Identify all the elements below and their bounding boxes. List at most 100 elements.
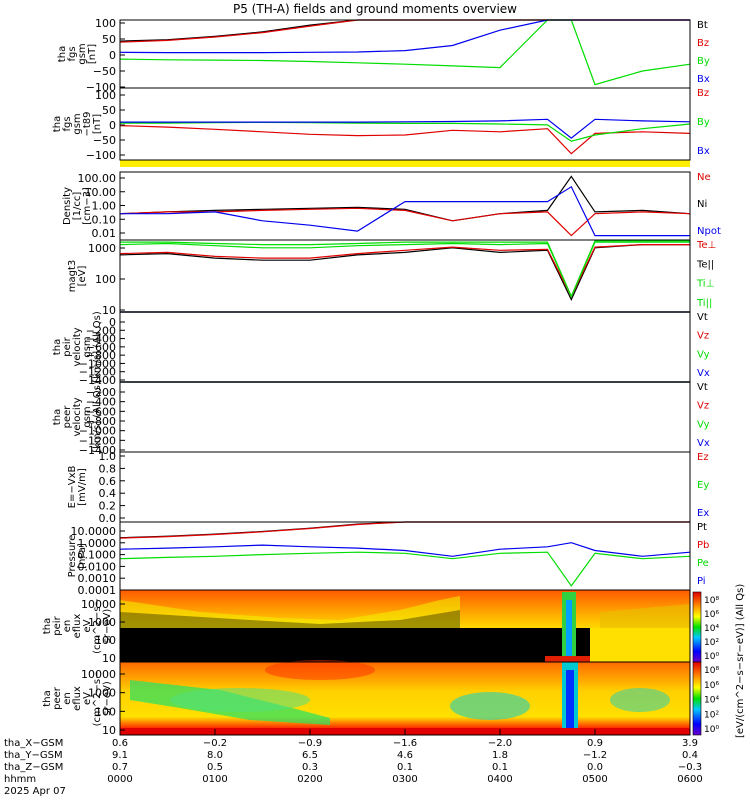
x-axis-value-z-gsm: 0.3 [302,762,318,773]
y-axis-title-line: (cm^2−s− [92,671,103,727]
y-tick-label: −1000 [79,425,116,438]
y-axis-title-line: gsm [82,406,93,427]
y-axis-title-line: tha [52,116,63,132]
colorbar-tick-label: 10⁴ [704,624,719,634]
legend-entry: Vx [697,368,710,379]
x-axis-value-y-gsm: 9.1 [112,750,128,761]
x-axis-row-label: tha_Y−GSM [4,750,63,761]
y-tick-label: 0.6 [99,475,117,488]
y-tick-label: −1000 [79,357,116,370]
panel-temperature: 1000 100 10 magt3 [eV] Te⊥ Te|| Ti⊥ Ti|| [67,239,716,317]
legend-entry: Ti|| [696,298,712,309]
colorbar-tick-label: 10⁸ [704,596,719,606]
y-axis-title-line: gsm [82,336,93,357]
y-axis-title-line: [cm−3] [82,187,93,225]
panel-frame [119,451,691,523]
legend-entry: By [697,56,710,67]
series-line-fgs-gsm-t89-By-1 [120,121,691,142]
colorbar-label: [eV/(cm^2−s−sr−eV)] (All Qs) [735,584,746,738]
y-tick-label: 100 [95,705,116,718]
y-tick-label: 100.00 [78,172,117,185]
y-tick-label: −100 [86,149,116,162]
y-axis-title-line: Density [62,187,73,225]
panel-frame [119,87,691,161]
y-axis-title-line: [nT] [87,44,98,64]
y-axis-title-line: [km/s] (All Qs) [92,311,103,383]
y-tick-label: −600 [86,405,116,418]
x-axis-value-x-gsm: −0.2 [203,738,227,749]
y-tick-label: 0 [109,316,116,329]
panel-frame [119,311,691,383]
panel-peir-spectrogram: 10000 1000 100 10 tha peir en eflux eV (cm^2−s− sr… [42,589,691,665]
legend-entry: Vy [697,349,710,360]
colorbar-tick-label: 10⁴ [704,696,719,706]
y-tick-label: −800 [86,349,116,362]
y-tick-label: 10.00 [85,186,117,199]
y-tick-label: −1200 [79,434,116,447]
y-axis-title-line: tha [52,409,63,425]
y-axis-title-line: gsm [72,113,83,134]
series-line-temperature-Te-0 [119,244,690,302]
y-axis-title-line: gsm [77,43,88,64]
y-tick-label: 10000 [81,668,116,681]
series-line-temperature-Te-1 [119,244,690,298]
legend-entry: Bx [697,74,710,85]
legend-entry: Vt [697,382,708,393]
y-axis-title-line: [km/s] (All Qs) [92,381,103,453]
x-axis-value-z-gsm: −0.3 [678,762,702,773]
x-axis-value-z-gsm: 0.1 [492,762,508,773]
x-axis-row-label: tha_Z−GSM [4,762,63,773]
y-axis-title-line: [eV] [77,266,88,287]
colorbar-tick-label: 10⁶ [704,681,719,691]
x-axis-value-y-gsm: 1.8 [492,750,508,761]
legend-entry: Vt [697,312,708,323]
panel-pressure: 10.00001.00000.10000.01000.00100.0001Pre… [67,521,709,597]
y-tick-label: 0 [109,119,116,132]
y-axis-title-line: peer [62,405,73,429]
y-tick-label: 10 [102,652,116,665]
y-tick-label: 10.0000 [71,525,117,538]
colorbar-lower [692,661,702,736]
legend-entry: Ne [697,172,711,183]
y-tick-label: 0.8 [99,462,117,475]
y-tick-label: 0.10 [92,213,117,226]
x-axis-value-hhmm: 0400 [487,774,512,785]
y-axis-title-line: peer [52,686,63,710]
x-axis-row-label: 2025 Apr 07 [4,786,66,797]
x-axis-value-y-gsm: −1.2 [583,750,607,761]
legend-entry: Ni [697,199,707,210]
legend-entry: Ex [697,508,709,519]
x-axis-value-z-gsm: 0.1 [397,762,413,773]
x-axis-value-z-gsm: 0.0 [587,762,603,773]
y-tick-label: 0.2 [99,500,117,513]
legend-entry: By [697,117,710,128]
series-line-density-Ni-0 [119,175,691,222]
y-tick-label: 100 [95,89,116,102]
y-tick-label: −200 [86,386,116,399]
y-axis-title-line: magt3 [67,260,78,293]
y-tick-label: 1.0000 [78,537,117,550]
y-tick-label: −200 [86,324,116,337]
legend-entry: Ti⊥ [696,279,714,290]
y-tick-label: 10 [102,724,116,737]
series-line-density-Npot-2 [120,185,690,237]
legend-entry: Vz [697,401,709,412]
series-line-temperature-Ti-3 [120,240,690,298]
x-axis-value-hhmm: 0200 [297,774,322,785]
legend-entry: Bz [697,88,709,99]
legend-entry: Ey [697,480,709,491]
x-axis-value-x-gsm: 0.9 [587,738,603,749]
legend-entry: Pe [697,558,709,569]
legend-entry: Pb [697,540,709,551]
panel-fgs-gsm-t89: 100 50 0 −50 −100 tha fgs gsm −t89 [nT] Bz By Bx [52,87,710,162]
y-axis-title-line: eV [82,619,93,632]
y-tick-label: −400 [86,333,116,346]
y-axis-title-line: (cm^2−s− [92,598,103,654]
y-axis-title-line: sr−eV) [102,681,113,716]
y-tick-label: 1000 [88,687,116,700]
y-axis-title-line: fgs [62,116,73,131]
legend-entry: Te|| [696,259,714,270]
x-axis-value-z-gsm: 0.7 [112,762,128,773]
